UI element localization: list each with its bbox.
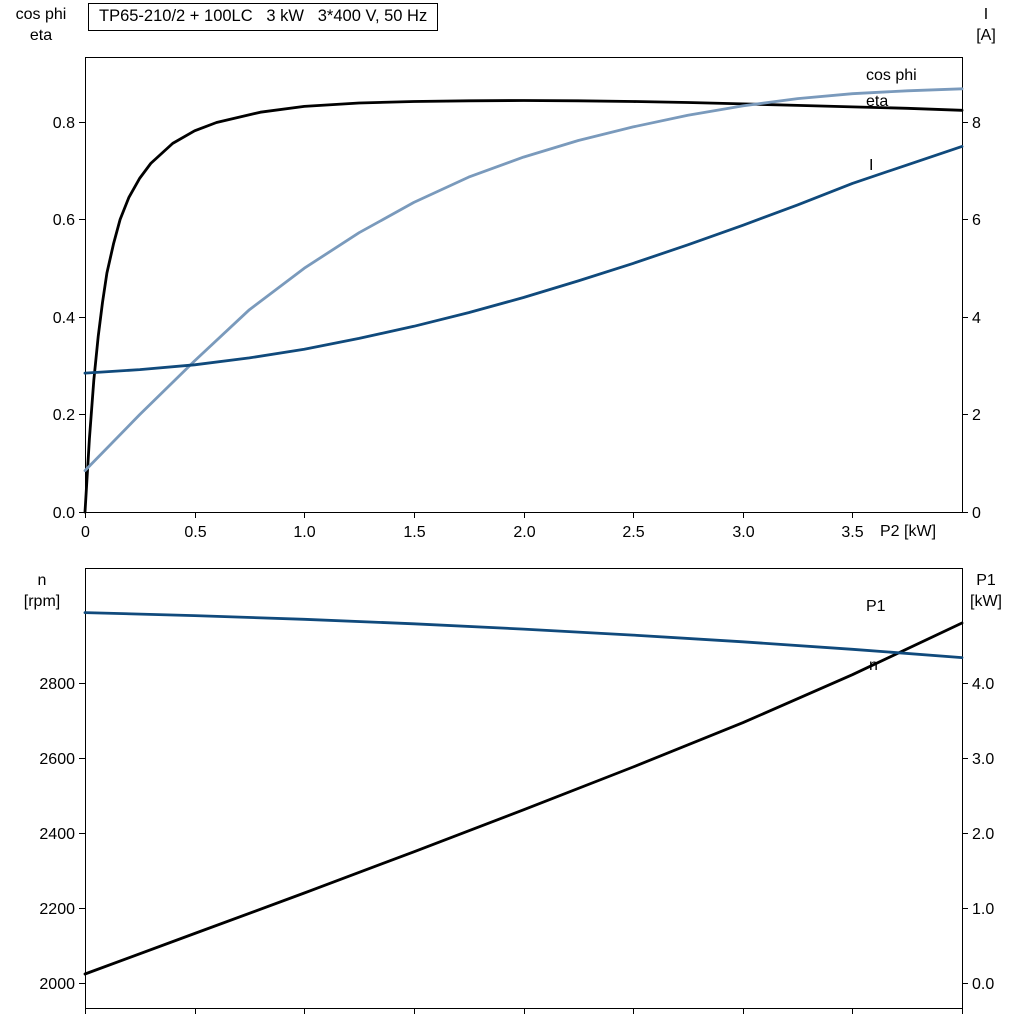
chart-title-box: TP65-210/2 + 100LC 3 kW 3*400 V, 50 Hz <box>88 3 439 31</box>
tick-label-left: 0.6 <box>53 212 75 229</box>
tick-label-bottom: 2.5 <box>622 524 644 541</box>
plot-border <box>85 568 963 1009</box>
axis-title-p1: P1 <box>976 572 996 589</box>
curve-n <box>83 611 964 659</box>
tick-label-right: 4 <box>972 310 981 327</box>
tick-label-right: 6 <box>972 212 981 229</box>
axis-title-cos-phi: cos phi <box>15 6 67 23</box>
tick-label-bottom: 1.5 <box>403 524 425 541</box>
tick-label-bottom: 0.5 <box>184 524 206 541</box>
axis-title-p1-unit: [kW] <box>970 593 1002 610</box>
x-axis-title-p2: P2 [kW] <box>880 523 937 540</box>
tick-label-bottom: 1.0 <box>293 524 315 541</box>
axis-title-current: I <box>983 6 989 23</box>
tick-label-right: 2.0 <box>972 826 994 843</box>
tick-label-left: 0.2 <box>53 407 75 424</box>
bottom-right-axis-title: P1 [kW] <box>954 570 1018 612</box>
curve-p1 <box>83 621 964 976</box>
curve-i <box>83 145 964 375</box>
curve-label-n: n <box>869 657 878 674</box>
curve-label-i: I <box>869 157 873 174</box>
tick-label-bottom: 2.0 <box>513 524 535 541</box>
top-left-axis-title: cos phi eta <box>0 4 82 46</box>
tick-label-left: 2400 <box>39 826 75 843</box>
tick-label-bottom: 3.5 <box>841 524 863 541</box>
curve-label-cos-phi: cos phi <box>866 67 917 84</box>
curve-label-p1: P1 <box>866 598 886 615</box>
axis-title-eta: eta <box>29 27 53 44</box>
tick-label-bottom: 3.0 <box>732 524 754 541</box>
tick-label-left: 0.8 <box>53 115 75 132</box>
tick-label-left: 2200 <box>39 901 75 918</box>
tick-label-right: 4.0 <box>972 676 994 693</box>
tick-label-right: 2 <box>972 407 981 424</box>
tick-label-left: 2800 <box>39 676 75 693</box>
tick-label-right: 8 <box>972 115 981 132</box>
axis-title-current-unit: [A] <box>976 27 996 44</box>
tick-label-left: 0.4 <box>53 310 75 327</box>
tick-label-left: 0.0 <box>53 505 75 522</box>
curve-label-eta: eta <box>866 93 888 110</box>
curve-eta <box>83 99 964 514</box>
tick-label-right: 0.0 <box>972 976 994 993</box>
tick-label-bottom: 0 <box>81 524 90 541</box>
tick-label-right: 3.0 <box>972 751 994 768</box>
axis-title-n-unit: [rpm] <box>23 593 61 610</box>
tick-label-left: 2600 <box>39 751 75 768</box>
bottom-left-axis-title: n [rpm] <box>0 570 84 612</box>
plot-border <box>85 57 963 513</box>
tick-label-right: 1.0 <box>972 901 994 918</box>
axis-title-n: n <box>37 572 47 589</box>
tick-label-right: 0 <box>972 505 981 522</box>
curve-cos-phi <box>83 87 964 472</box>
tick-label-left: 2000 <box>39 976 75 993</box>
top-right-axis-title: I [A] <box>954 4 1018 46</box>
